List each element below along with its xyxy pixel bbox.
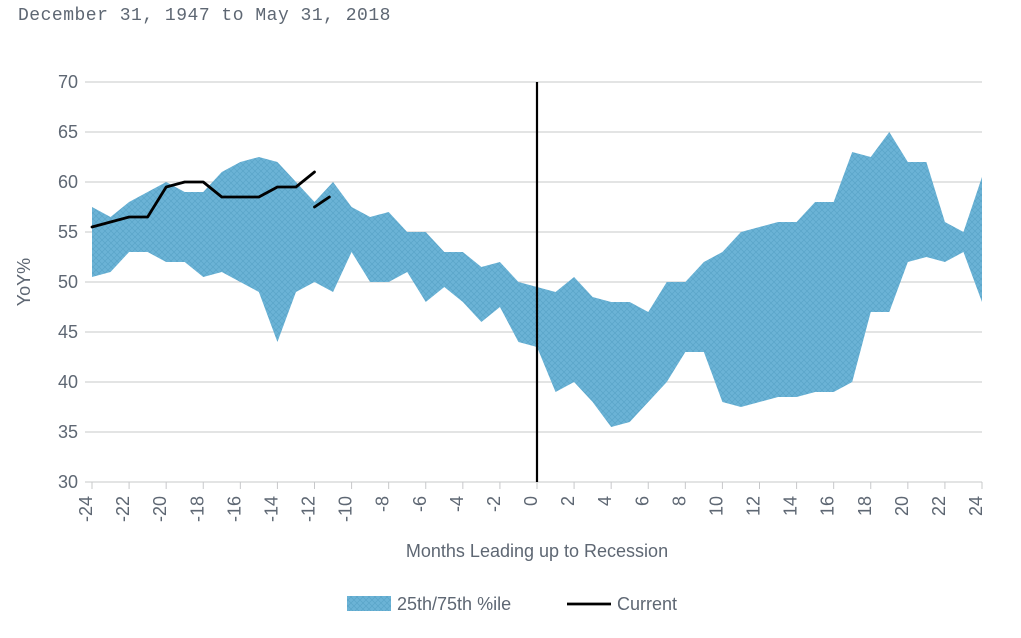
y-tick-label: 60 — [58, 172, 78, 192]
x-tick-label: -2 — [484, 496, 504, 512]
x-axis-label: Months Leading up to Recession — [406, 541, 668, 561]
x-tick-label: -4 — [447, 496, 467, 512]
date-range-subtitle: December 31, 1947 to May 31, 2018 — [18, 6, 391, 26]
x-tick-label: 2 — [558, 496, 578, 506]
x-tick-label: 10 — [706, 496, 726, 516]
x-tick-label: -8 — [373, 496, 393, 512]
legend-swatch-band — [347, 596, 391, 611]
y-axis-label: YoY% — [14, 258, 34, 306]
x-tick-label: 8 — [669, 496, 689, 506]
x-tick-label: 24 — [966, 496, 986, 516]
y-tick-label: 65 — [58, 122, 78, 142]
x-tick-label: 4 — [595, 496, 615, 506]
y-tick-label: 55 — [58, 222, 78, 242]
y-tick-label: 30 — [58, 472, 78, 492]
x-tick-label: 14 — [781, 496, 801, 516]
x-tick-label: -12 — [299, 496, 319, 522]
x-tick-label: 12 — [744, 496, 764, 516]
x-tick-label: 22 — [929, 496, 949, 516]
x-tick-label: 16 — [818, 496, 838, 516]
x-tick-label: -24 — [76, 496, 96, 522]
x-tick-label: 6 — [632, 496, 652, 506]
y-tick-label: 70 — [58, 72, 78, 92]
x-tick-label: -20 — [150, 496, 170, 522]
x-tick-label: 20 — [892, 496, 912, 516]
x-tick-label: -14 — [261, 496, 281, 522]
x-tick-label: -6 — [410, 496, 430, 512]
x-tick-label: -18 — [187, 496, 207, 522]
y-tick-label: 35 — [58, 422, 78, 442]
y-tick-label: 50 — [58, 272, 78, 292]
recession-chart: 303540455055606570-24-22-20-18-16-14-12-… — [0, 60, 1021, 630]
x-tick-label: 0 — [521, 496, 541, 506]
legend-label-band: 25th/75th %ile — [397, 594, 511, 614]
x-tick-label: -22 — [113, 496, 133, 522]
y-tick-label: 40 — [58, 372, 78, 392]
x-tick-label: 18 — [855, 496, 875, 516]
x-tick-label: -10 — [336, 496, 356, 522]
y-tick-label: 45 — [58, 322, 78, 342]
legend-label-line: Current — [617, 594, 677, 614]
x-tick-label: -16 — [224, 496, 244, 522]
